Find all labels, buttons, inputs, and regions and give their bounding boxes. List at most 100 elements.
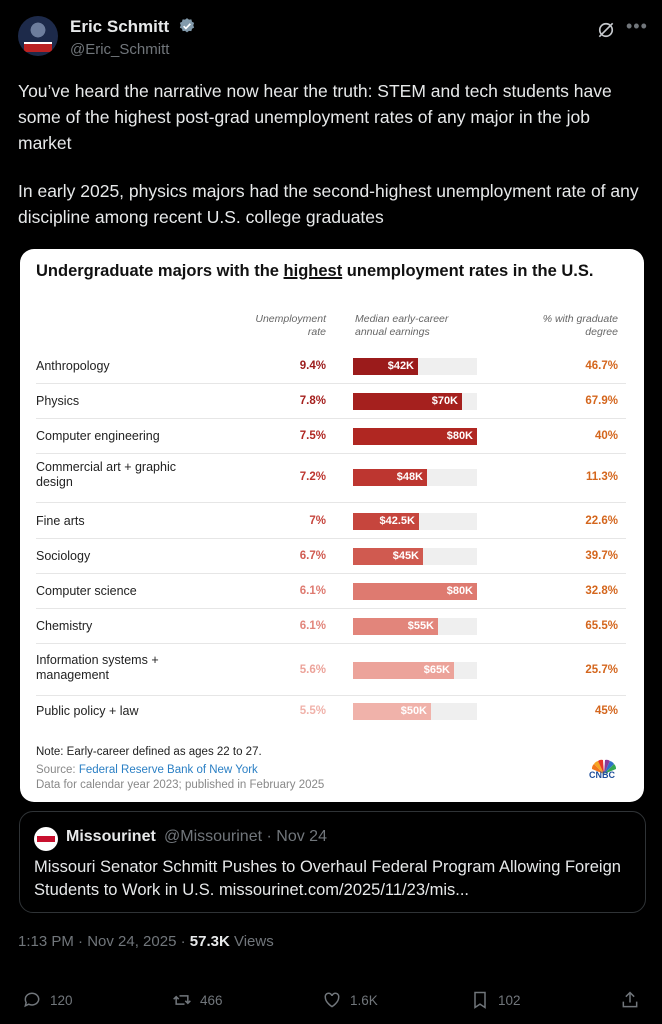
col-header-earnings: Median early-career annual earnings bbox=[355, 313, 449, 338]
earnings-bar: $48K bbox=[353, 469, 427, 486]
row-divider bbox=[36, 643, 626, 644]
earnings-bar: $55K bbox=[353, 618, 438, 635]
flag-graphic bbox=[24, 42, 52, 52]
tweet-paragraph-2: In early 2025, physics majors had the se… bbox=[18, 181, 639, 227]
earnings-bar-track: $65K bbox=[353, 662, 477, 679]
table-row: Chemistry 6.1% $55K 65.5% bbox=[20, 611, 644, 641]
row-divider bbox=[36, 538, 626, 539]
tweet-paragraph-1: You’ve heard the narrative now hear the … bbox=[18, 81, 612, 153]
bookmark-button[interactable]: 102 bbox=[470, 988, 521, 1012]
grad-degree-pct: 22.6% bbox=[585, 515, 618, 527]
grok-icon[interactable] bbox=[596, 20, 616, 40]
earnings-bar: $80K bbox=[353, 428, 477, 445]
unemployment-rate: 7.2% bbox=[299, 471, 326, 483]
reply-count: 120 bbox=[50, 992, 73, 1008]
earnings-bar-track: $42.5K bbox=[353, 513, 477, 530]
earnings-label: $80K bbox=[446, 585, 473, 597]
tweet-header: Eric Schmitt @Eric_Schmitt ••• bbox=[18, 12, 647, 60]
earnings-bar-track: $55K bbox=[353, 618, 477, 635]
earnings-label: $48K bbox=[396, 471, 423, 483]
major-label: Chemistry bbox=[36, 619, 93, 633]
unemployment-rate: 5.6% bbox=[299, 664, 326, 676]
unemployment-rate: 7% bbox=[309, 515, 326, 527]
chart-data-note: Data for calendar year 2023; published i… bbox=[36, 779, 325, 791]
grad-degree-pct: 11.3% bbox=[586, 471, 618, 483]
grad-degree-pct: 45% bbox=[594, 705, 618, 717]
earnings-label: $42.5K bbox=[379, 515, 415, 527]
table-row: Computer science 6.1% $80K 32.8% bbox=[20, 576, 644, 606]
grad-degree-pct: 46.7% bbox=[585, 360, 618, 372]
earnings-bar-track: $70K bbox=[353, 393, 477, 410]
chart-source: Source: Federal Reserve Bank of New York bbox=[36, 764, 258, 776]
row-divider bbox=[36, 502, 626, 503]
reply-icon bbox=[24, 992, 40, 1008]
author-name[interactable]: Eric Schmitt bbox=[70, 17, 170, 36]
major-label: Commercial art + graphic design bbox=[36, 460, 176, 489]
cnbc-logo-icon bbox=[591, 759, 617, 774]
cnbc-logo-text: CNBC bbox=[589, 770, 615, 780]
table-row: Sociology 6.7% $45K 39.7% bbox=[20, 541, 644, 571]
reply-button[interactable]: 120 bbox=[22, 988, 73, 1012]
earnings-label: $70K bbox=[431, 395, 458, 407]
earnings-label: $42K bbox=[387, 360, 414, 372]
chart-image[interactable]: Undergraduate majors with the highest un… bbox=[20, 249, 644, 802]
grad-degree-pct: 39.7% bbox=[585, 550, 618, 562]
table-row: Physics 7.8% $70K 67.9% bbox=[20, 386, 644, 416]
quoted-author-handle: @Missourinet · Nov 24 bbox=[164, 828, 327, 845]
row-divider bbox=[36, 383, 626, 384]
repost-button[interactable]: 466 bbox=[172, 988, 223, 1012]
earnings-bar: $70K bbox=[353, 393, 462, 410]
table-row: Commercial art + graphic design 7.2% $48K 1… bbox=[20, 454, 644, 500]
like-button[interactable]: 1.6K bbox=[322, 988, 378, 1012]
earnings-bar: $42.5K bbox=[353, 513, 419, 530]
major-label: Sociology bbox=[36, 549, 91, 563]
table-row: Fine arts 7% $42.5K 22.6% bbox=[20, 506, 644, 536]
tweet-text: You’ve heard the narrative now hear the … bbox=[18, 78, 644, 230]
source-link: Federal Reserve Bank of New York bbox=[78, 764, 258, 776]
earnings-bar-track: $50K bbox=[353, 703, 477, 720]
unemployment-rate: 7.5% bbox=[299, 430, 326, 442]
unemployment-rate: 5.5% bbox=[299, 705, 326, 717]
more-icon[interactable]: ••• bbox=[626, 16, 648, 36]
row-divider bbox=[36, 418, 626, 419]
unemployment-rate: 6.1% bbox=[299, 585, 326, 597]
author-handle[interactable]: @Eric_Schmitt bbox=[70, 41, 170, 58]
chart-title: Undergraduate majors with the highest un… bbox=[36, 262, 594, 280]
unemployment-rate: 6.1% bbox=[299, 620, 326, 632]
major-label: Fine arts bbox=[36, 514, 85, 528]
chart-title-emphasis: highest bbox=[283, 262, 343, 280]
earnings-bar: $65K bbox=[353, 662, 454, 679]
row-divider bbox=[36, 695, 626, 696]
grad-degree-pct: 65.5% bbox=[585, 620, 618, 632]
quoted-author-name: Missourinet bbox=[66, 828, 156, 845]
earnings-bar-track: $42K bbox=[353, 358, 477, 375]
repost-count: 466 bbox=[200, 992, 223, 1008]
major-label: Information systems + management bbox=[36, 653, 159, 682]
major-label: Public policy + law bbox=[36, 704, 139, 718]
earnings-bar-track: $48K bbox=[353, 469, 477, 486]
row-divider bbox=[36, 573, 626, 574]
row-divider bbox=[36, 608, 626, 609]
grad-degree-pct: 32.8% bbox=[585, 585, 618, 597]
col-header-grad: % with graduate degree bbox=[542, 313, 618, 338]
bookmark-count: 102 bbox=[498, 992, 521, 1008]
like-icon bbox=[324, 992, 340, 1008]
bookmark-icon bbox=[474, 991, 486, 1009]
quoted-avatar[interactable] bbox=[34, 827, 58, 851]
timestamp[interactable]: 1:13 PM · Nov 24, 2025 · bbox=[18, 933, 190, 950]
earnings-bar: $80K bbox=[353, 583, 477, 600]
major-label: Anthropology bbox=[36, 359, 110, 373]
earnings-label: $50K bbox=[400, 705, 427, 717]
unemployment-rate: 7.8% bbox=[299, 395, 326, 407]
earnings-bar: $50K bbox=[353, 703, 431, 720]
grad-degree-pct: 25.7% bbox=[585, 664, 618, 676]
chart-note: Note: Early-career defined as ages 22 to… bbox=[36, 746, 262, 758]
quoted-tweet[interactable]: Missourinet @Missourinet · Nov 24 Missou… bbox=[19, 811, 646, 913]
earnings-bar: $45K bbox=[353, 548, 423, 565]
table-row: Public policy + law 5.5% $50K 45% bbox=[20, 696, 644, 726]
avatar[interactable] bbox=[18, 16, 58, 56]
earnings-bar-track: $45K bbox=[353, 548, 477, 565]
unemployment-rate: 9.4% bbox=[299, 360, 326, 372]
major-label: Computer science bbox=[36, 584, 137, 598]
share-button[interactable] bbox=[620, 988, 648, 1012]
